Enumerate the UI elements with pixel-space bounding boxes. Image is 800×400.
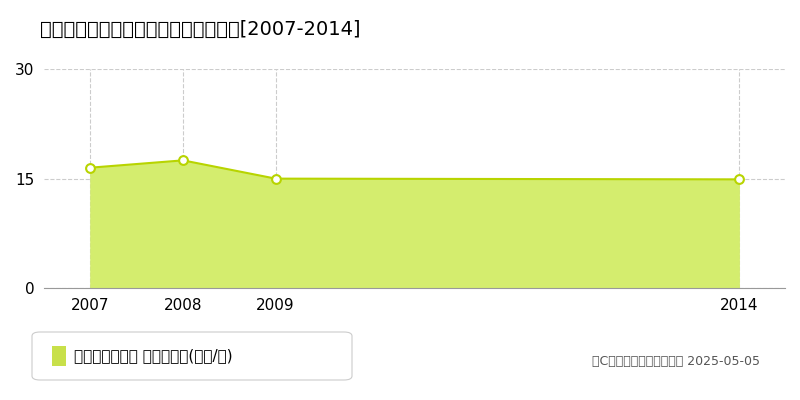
Point [270,176,282,182]
Point [732,176,745,182]
Text: 高知市南ノ丸町　マンション価格推移[2007-2014]: 高知市南ノ丸町 マンション価格推移[2007-2014] [40,20,361,39]
Text: （C）土地価格ドットコム 2025-05-05: （C）土地価格ドットコム 2025-05-05 [592,355,760,368]
Text: マンション価格 平均坪単価(万円/坪): マンション価格 平均坪単価(万円/坪) [74,348,233,364]
Point [177,157,190,164]
Point [84,164,97,171]
